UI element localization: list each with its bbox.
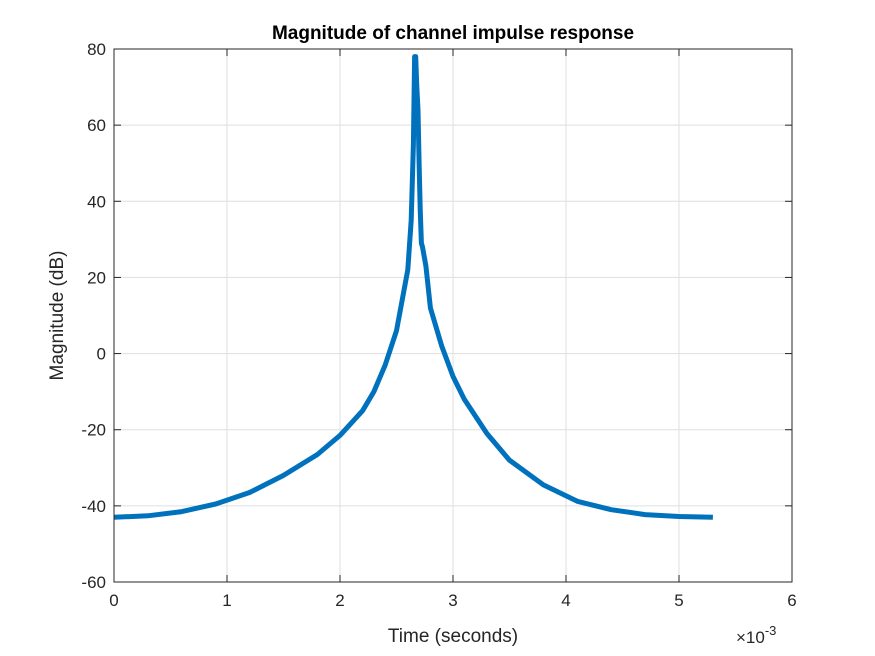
- x-axis-exponent-base: ×10: [736, 628, 765, 647]
- x-tick-label: 3: [448, 591, 457, 610]
- y-tick-label: -20: [81, 421, 106, 440]
- y-tick-label: 80: [87, 40, 106, 59]
- series-group: [113, 54, 713, 520]
- chart-title: Magnitude of channel impulse response: [272, 23, 634, 44]
- x-tick-label: 2: [335, 591, 344, 610]
- y-tick-label: 60: [87, 116, 106, 135]
- x-tick-label: 4: [561, 591, 570, 610]
- series-line: [113, 54, 713, 520]
- y-axis-label: Magnitude (dB): [47, 251, 68, 381]
- x-axis-exponent: ×10-3: [736, 623, 776, 647]
- y-tick-label: -40: [81, 497, 106, 516]
- x-tick-label: 6: [787, 591, 796, 610]
- x-axis-exponent-power: -3: [765, 623, 777, 638]
- x-axis-label: Time (seconds): [388, 626, 518, 647]
- y-tick-label: 0: [97, 345, 106, 364]
- y-tick-label: -60: [81, 573, 106, 592]
- x-tick-label: 0: [109, 591, 118, 610]
- x-tick-label: 5: [674, 591, 683, 610]
- y-tick-label: 40: [87, 192, 106, 211]
- ticks: 0 1 2 3 4 5 6 -60 -40 -20 0 20 40 60 80: [81, 40, 796, 610]
- y-tick-label: 20: [87, 268, 106, 287]
- x-tick-label: 1: [222, 591, 231, 610]
